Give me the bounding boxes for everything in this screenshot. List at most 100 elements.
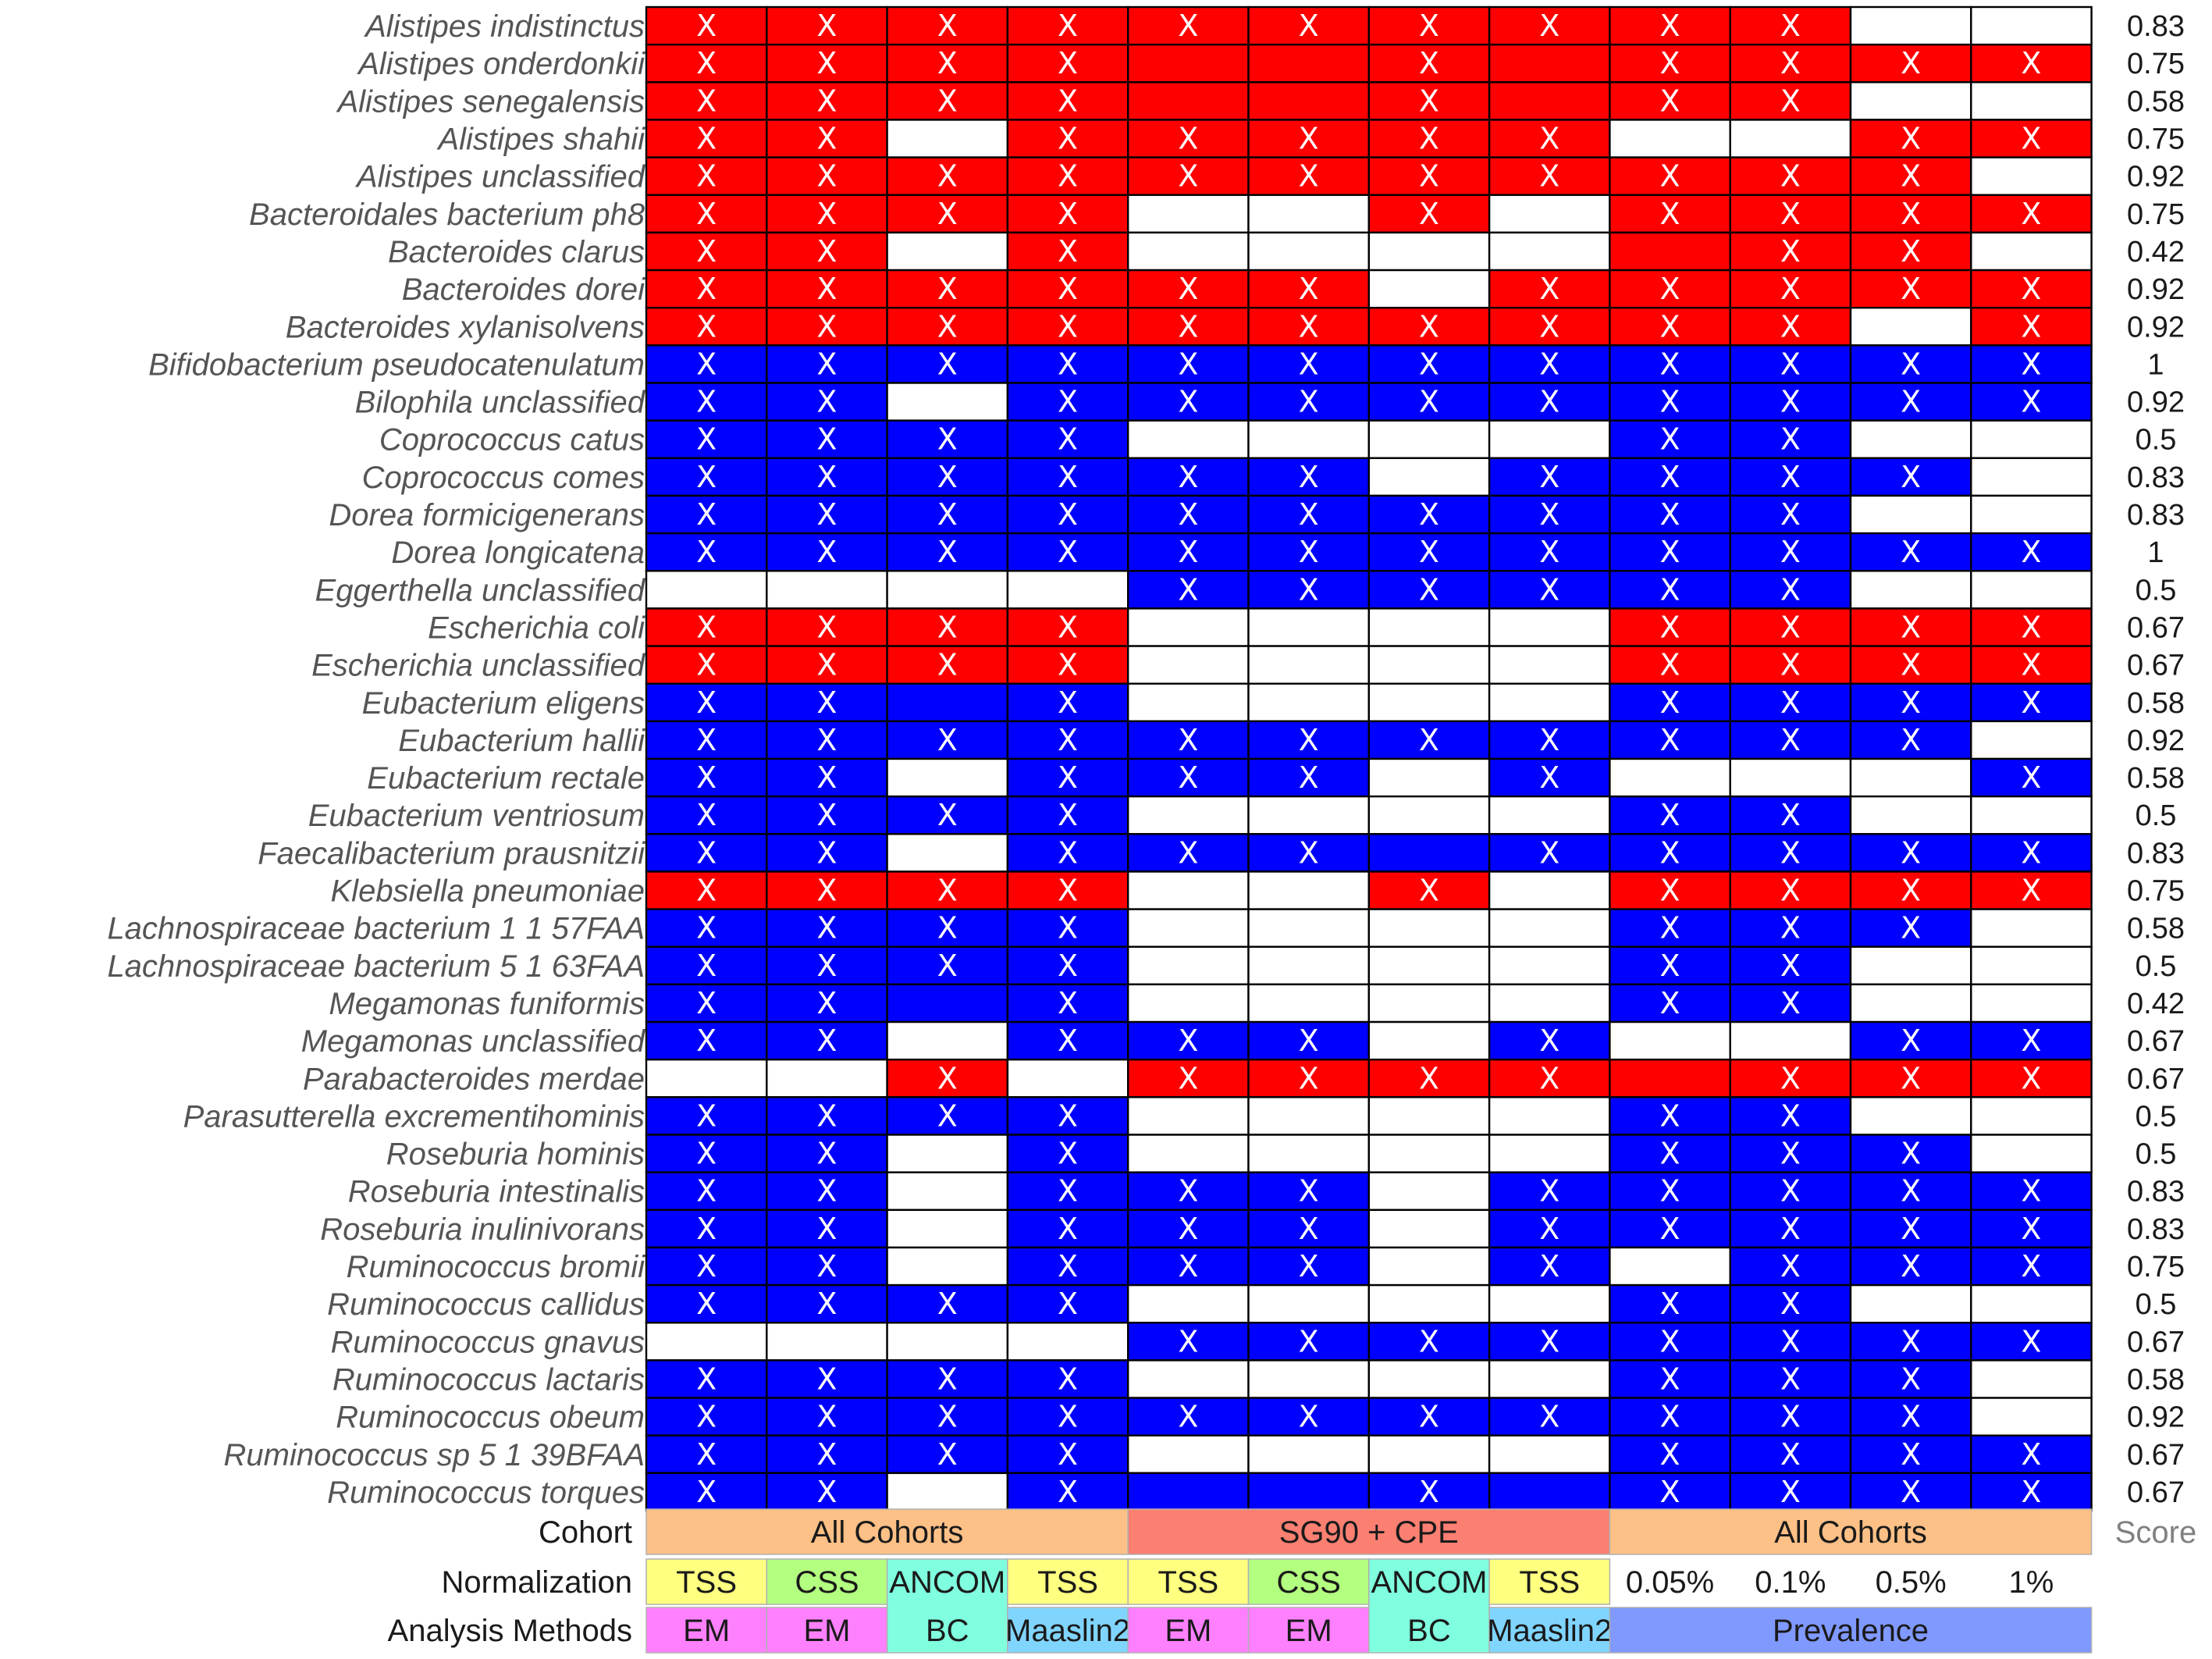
heatmap-cell xyxy=(1488,645,1611,685)
heatmap-cell xyxy=(886,231,1009,272)
heatmap-cell xyxy=(766,1472,888,1512)
heatmap-cell xyxy=(1729,795,1852,835)
heatmap-cell xyxy=(1247,156,1371,196)
heatmap-cell xyxy=(1247,382,1371,422)
significance-mark: X xyxy=(1178,159,1198,194)
significance-mark: X xyxy=(1419,1061,1439,1095)
heatmap-cell xyxy=(1849,81,1972,121)
significance-mark: X xyxy=(1539,309,1559,344)
heatmap-cell xyxy=(1488,1359,1611,1399)
heatmap-cell xyxy=(1970,945,2093,986)
heatmap-cell xyxy=(766,795,888,835)
heatmap-cell xyxy=(1367,833,1491,873)
significance-mark: X xyxy=(696,1287,717,1321)
score-value: 0.67 xyxy=(2127,1063,2185,1095)
heatmap-cell xyxy=(1849,419,1972,460)
heatmap-cell xyxy=(1488,494,1611,535)
annotation-text: TSS xyxy=(1158,1565,1218,1600)
heatmap-cell xyxy=(1126,1359,1250,1399)
heatmap-cell xyxy=(1488,983,1611,1024)
species-label: Bifidobacterium pseudocatenulatum xyxy=(148,347,645,382)
heatmap-cell xyxy=(886,795,1009,835)
significance-mark: X xyxy=(1419,84,1439,118)
heatmap-cell xyxy=(1609,457,1731,497)
significance-mark: X xyxy=(816,347,837,381)
significance-mark: X xyxy=(816,874,837,908)
significance-mark: X xyxy=(1299,272,1319,306)
heatmap-cell xyxy=(1488,382,1611,422)
heatmap-cell xyxy=(1729,1397,1852,1436)
significance-mark: X xyxy=(1780,309,1801,344)
significance-mark: X xyxy=(937,347,958,381)
heatmap-cell xyxy=(1609,795,1731,835)
significance-mark: X xyxy=(1901,610,1921,644)
significance-mark: X xyxy=(1660,46,1680,80)
annotation-text: CSS xyxy=(1277,1565,1341,1600)
score-value: 0.75 xyxy=(2127,198,2185,231)
significance-mark: X xyxy=(696,1098,717,1133)
heatmap-cell xyxy=(1126,1322,1250,1362)
annotation-label-normalization: Normalization xyxy=(441,1565,632,1600)
annotation-block xyxy=(1127,1508,1611,1555)
species-label: Ruminococcus torques xyxy=(327,1476,645,1510)
significance-mark: X xyxy=(2021,122,2041,156)
heatmap-cell xyxy=(1488,43,1611,84)
heatmap-cell xyxy=(1006,1134,1129,1173)
heatmap-cell xyxy=(645,1171,768,1212)
score-value: 0.83 xyxy=(2127,461,2185,494)
significance-mark: X xyxy=(1780,1212,1801,1246)
score-value: 0.5 xyxy=(2136,950,2177,983)
heatmap-cell xyxy=(1729,1322,1852,1362)
heatmap-cell xyxy=(1849,43,1972,84)
annotation-text: BC xyxy=(926,1614,969,1648)
significance-mark: X xyxy=(1660,1324,1680,1358)
significance-mark: X xyxy=(696,422,717,457)
significance-mark: X xyxy=(1419,1400,1439,1434)
significance-mark: X xyxy=(1299,535,1319,569)
significance-mark: X xyxy=(1419,874,1439,908)
annotation-block xyxy=(766,1607,888,1654)
score-value: 0.92 xyxy=(2127,386,2185,419)
significance-mark: X xyxy=(816,835,837,870)
significance-mark: X xyxy=(696,1475,717,1509)
significance-mark: X xyxy=(1058,309,1078,344)
significance-mark: X xyxy=(1660,159,1680,194)
heatmap-cell xyxy=(1488,945,1611,986)
heatmap-cell xyxy=(1849,1322,1972,1362)
heatmap-cell xyxy=(645,1058,768,1098)
heatmap-cell xyxy=(1247,344,1371,384)
score-value: 0.75 xyxy=(2127,123,2185,156)
heatmap-cell xyxy=(1849,1096,1972,1136)
significance-mark: X xyxy=(1419,197,1439,231)
heatmap-cell xyxy=(1609,494,1731,535)
significance-mark: X xyxy=(937,46,958,80)
heatmap-cell xyxy=(1126,231,1250,272)
significance-mark: X xyxy=(816,685,837,720)
heatmap-cell xyxy=(1247,945,1371,986)
annotation-text: BC xyxy=(1407,1614,1451,1648)
heatmap-cell xyxy=(1126,194,1250,234)
species-label: Eubacterium hallii xyxy=(398,724,645,758)
significance-mark: X xyxy=(1419,46,1439,80)
heatmap-cell xyxy=(1126,983,1250,1024)
significance-mark: X xyxy=(1780,197,1801,231)
heatmap-cell xyxy=(766,983,888,1024)
heatmap-cell xyxy=(645,682,768,723)
heatmap-cell xyxy=(1609,1058,1731,1098)
annotation-block xyxy=(1609,1607,2093,1654)
significance-mark: X xyxy=(696,497,717,532)
heatmap-cell xyxy=(1849,757,1972,798)
heatmap-cell xyxy=(645,419,768,460)
significance-mark: X xyxy=(1178,347,1198,381)
significance-mark: X xyxy=(1660,1174,1680,1209)
significance-mark: X xyxy=(816,760,837,795)
significance-mark: X xyxy=(696,159,717,194)
heatmap-cell xyxy=(1849,870,1972,910)
significance-mark: X xyxy=(696,122,717,156)
heatmap-cell xyxy=(766,231,888,272)
significance-mark: X xyxy=(816,309,837,344)
species-label: Ruminococcus gnavus xyxy=(331,1325,645,1359)
species-label: Eubacterium eligens xyxy=(362,686,645,721)
heatmap-cell xyxy=(1488,194,1611,234)
species-label: Bacteroides dorei xyxy=(402,272,645,307)
